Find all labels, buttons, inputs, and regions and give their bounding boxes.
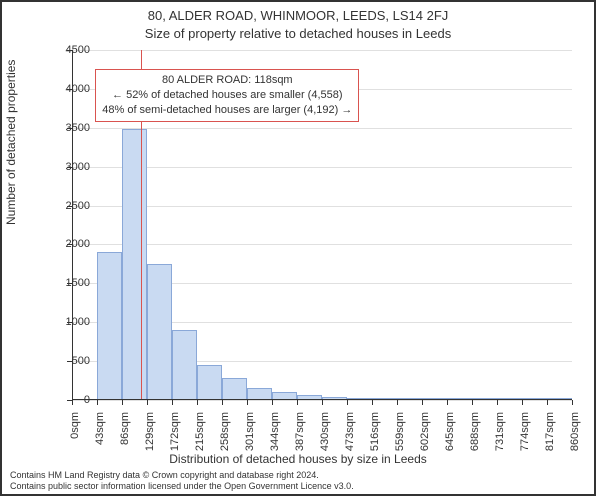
histogram-bar (222, 378, 247, 400)
y-tick-label: 3500 (40, 122, 90, 134)
footer-attribution: Contains HM Land Registry data © Crown c… (10, 470, 354, 492)
x-tick-mark (97, 400, 98, 405)
y-tick-label: 2000 (40, 238, 90, 250)
annotation-line: ← 52% of detached houses are smaller (4,… (102, 88, 352, 103)
histogram-bar (122, 129, 147, 400)
x-tick-mark (522, 400, 523, 405)
x-tick-mark (247, 400, 248, 405)
x-tick-mark (347, 400, 348, 405)
x-axis-label: Distribution of detached houses by size … (2, 452, 594, 466)
y-tick-label: 1500 (40, 277, 90, 289)
y-tick-label: 2500 (40, 200, 90, 212)
histogram-bar (97, 252, 122, 400)
x-tick-mark (172, 400, 173, 405)
x-tick-mark (422, 400, 423, 405)
annotation-line: 80 ALDER ROAD: 118sqm (102, 73, 352, 88)
annotation-box: 80 ALDER ROAD: 118sqm← 52% of detached h… (95, 69, 359, 122)
x-tick-mark (372, 400, 373, 405)
x-tick-mark (272, 400, 273, 405)
y-tick-label: 0 (40, 394, 90, 406)
footer-line1: Contains HM Land Registry data © Crown c… (10, 470, 354, 481)
x-axis-line (72, 399, 572, 400)
x-tick-mark (222, 400, 223, 405)
figure-container: 80, ALDER ROAD, WHINMOOR, LEEDS, LS14 2F… (0, 0, 596, 496)
histogram-bar (147, 264, 172, 400)
x-tick-mark (472, 400, 473, 405)
x-tick-mark (197, 400, 198, 405)
y-axis-label: Number of detached properties (4, 60, 18, 225)
footer-line2: Contains public sector information licen… (10, 481, 354, 492)
figure-title-line2: Size of property relative to detached ho… (2, 26, 594, 41)
x-tick-mark (447, 400, 448, 405)
grid-line (72, 167, 572, 168)
x-tick-mark (322, 400, 323, 405)
annotation-line: 48% of semi-detached houses are larger (… (102, 103, 352, 118)
figure-title-line1: 80, ALDER ROAD, WHINMOOR, LEEDS, LS14 2F… (2, 8, 594, 23)
y-tick-label: 4000 (40, 83, 90, 95)
y-axis-line (72, 50, 73, 400)
y-tick-label: 1000 (40, 316, 90, 328)
x-tick-mark (547, 400, 548, 405)
x-tick-mark (297, 400, 298, 405)
histogram-bar (197, 365, 222, 400)
y-tick-label: 500 (40, 355, 90, 367)
x-tick-mark (497, 400, 498, 405)
x-tick-mark (147, 400, 148, 405)
grid-line (72, 128, 572, 129)
histogram-bar (172, 330, 197, 400)
grid-line (72, 206, 572, 207)
x-tick-mark (397, 400, 398, 405)
y-tick-label: 3000 (40, 161, 90, 173)
plot-area: 0sqm43sqm86sqm129sqm172sqm215sqm258sqm30… (72, 50, 572, 400)
grid-line (72, 244, 572, 245)
x-tick-mark (122, 400, 123, 405)
y-tick-label: 4500 (40, 44, 90, 56)
grid-line (72, 50, 572, 51)
x-tick-mark (572, 400, 573, 405)
